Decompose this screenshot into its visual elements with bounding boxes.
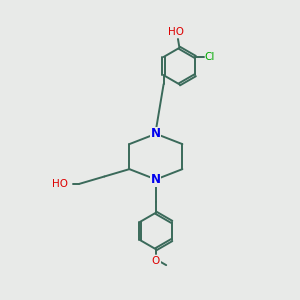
Text: HO: HO [52,179,68,189]
Text: N: N [151,127,161,140]
Text: HO: HO [168,27,184,37]
Text: Cl: Cl [205,52,215,62]
Text: N: N [151,173,161,186]
Text: O: O [152,256,160,266]
